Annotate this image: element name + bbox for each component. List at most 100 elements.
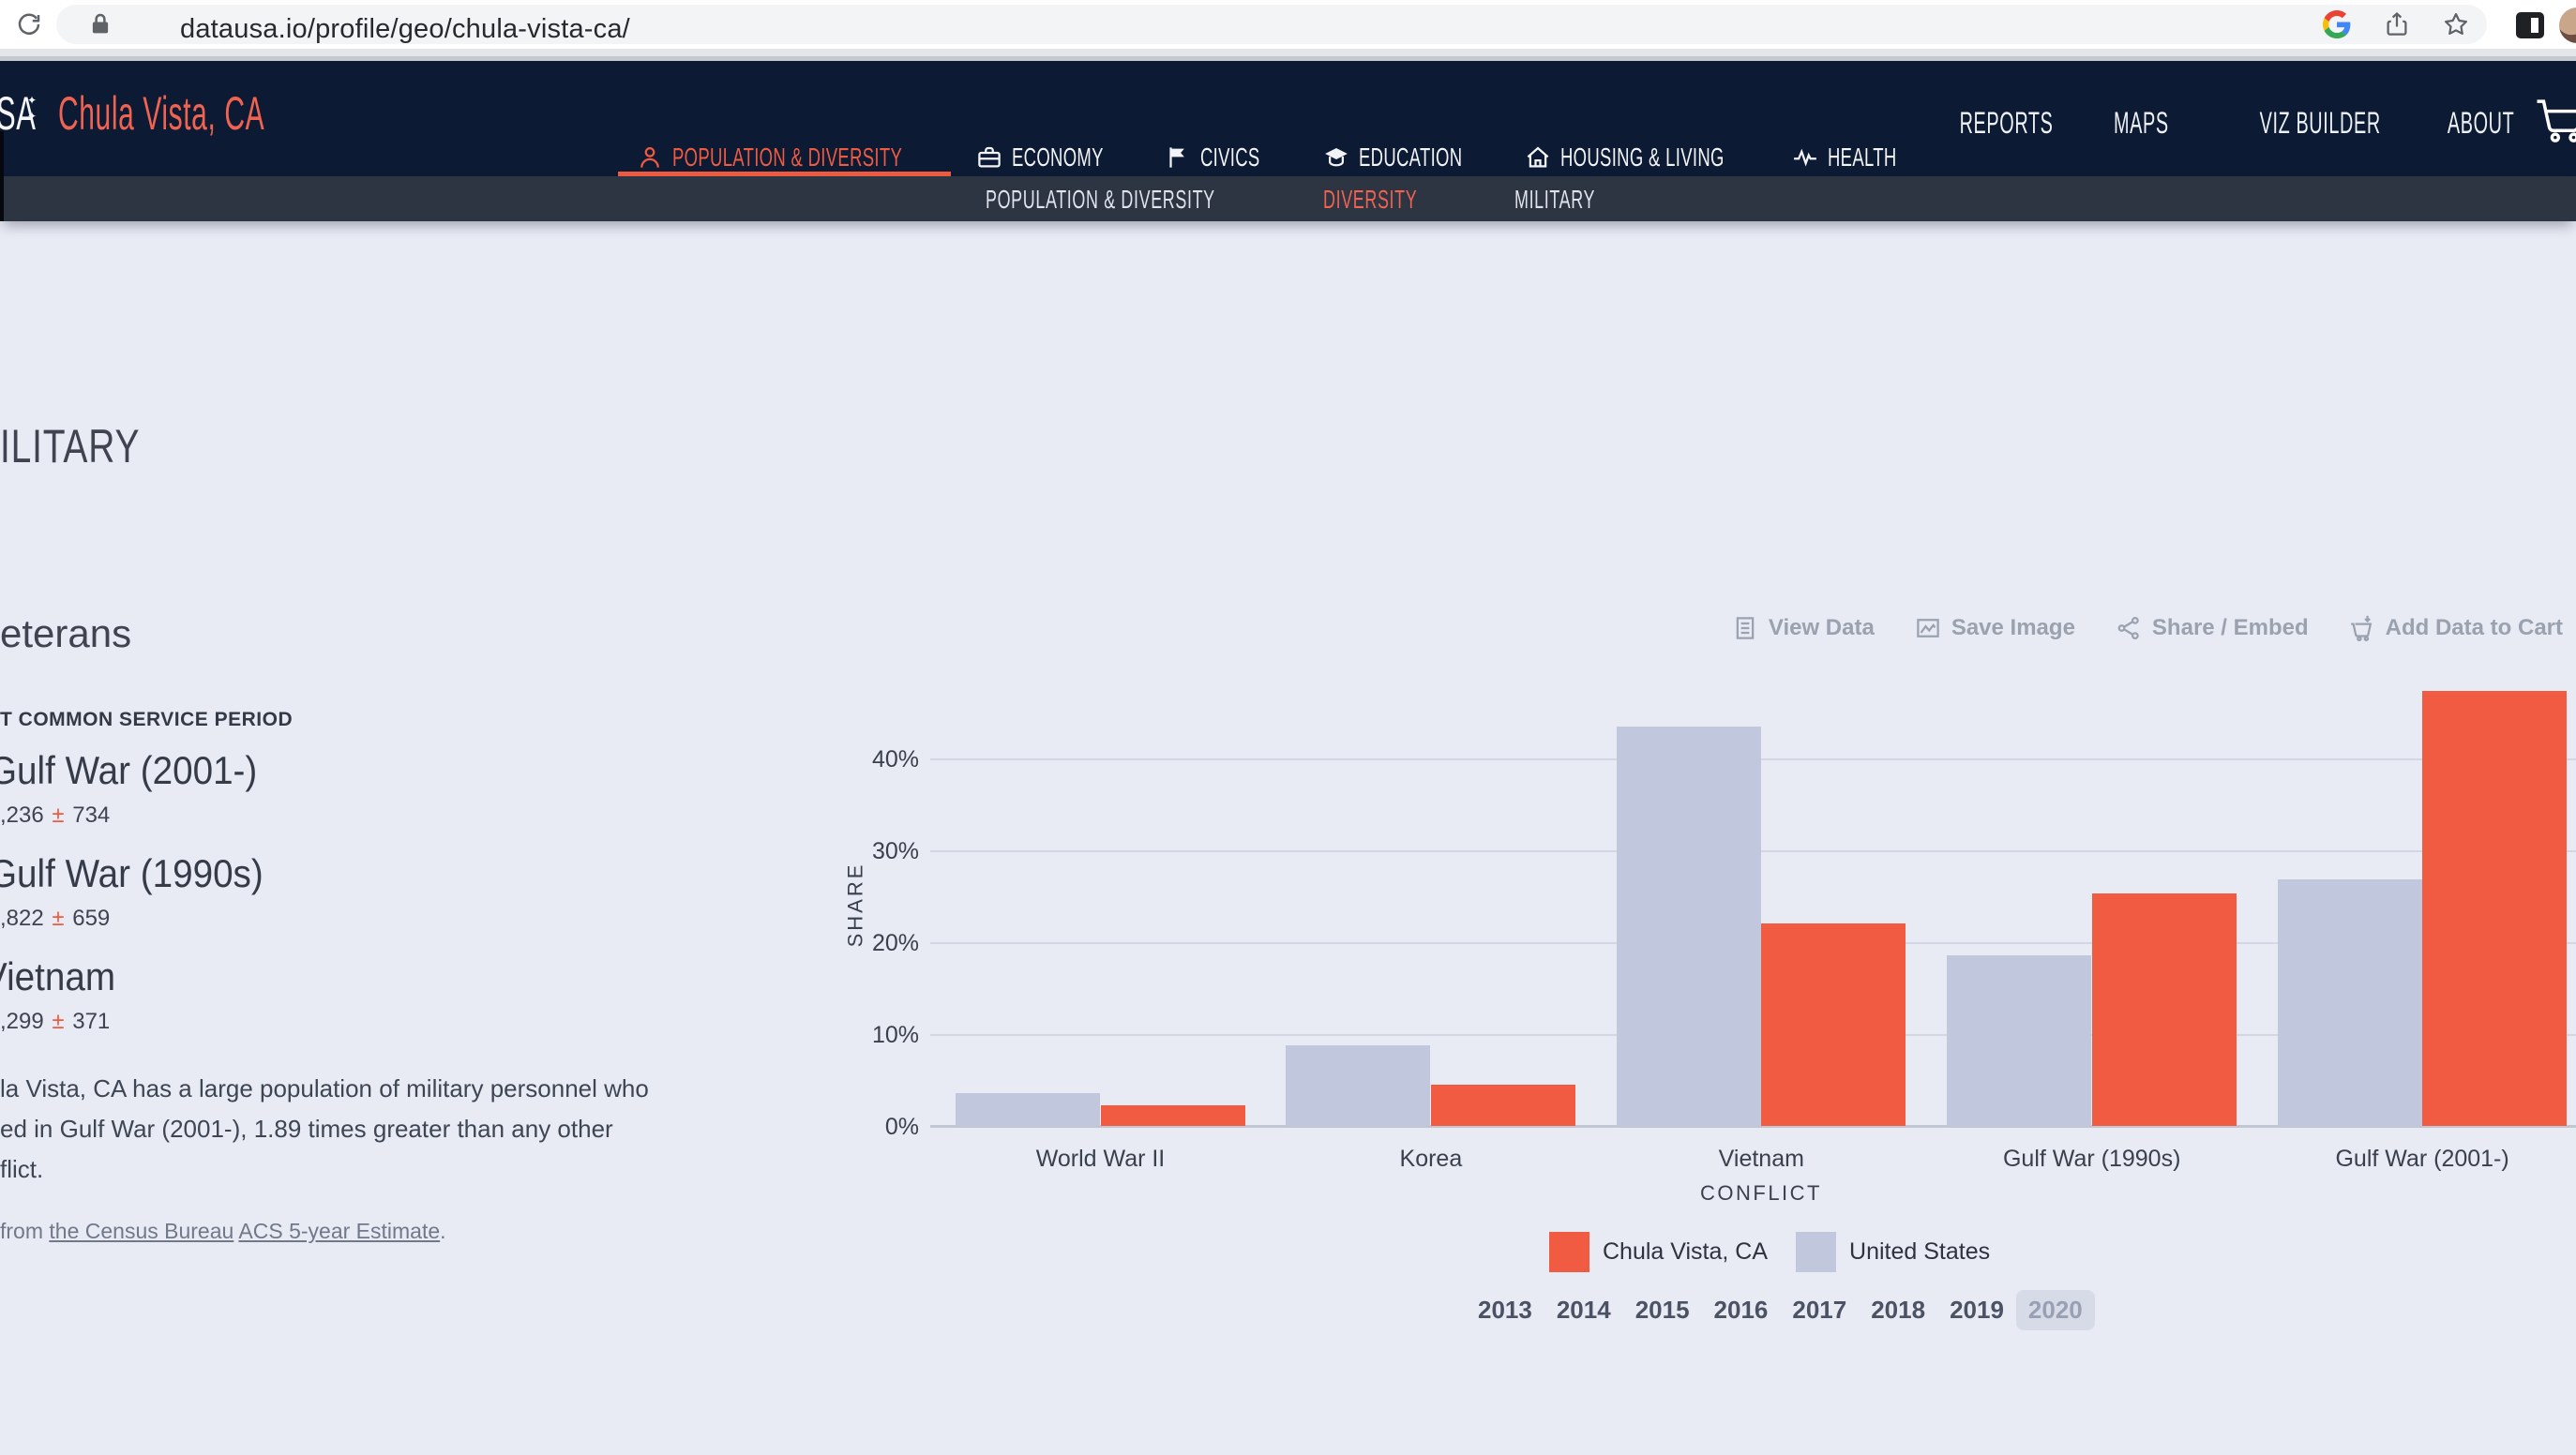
lock-icon: [86, 10, 114, 38]
x-category-label: World War II: [1035, 1146, 1166, 1172]
toolbar-add-data-to-cart[interactable]: Add Data to Cart: [2348, 614, 2563, 642]
year-button-2019[interactable]: 2019: [1950, 1296, 2004, 1324]
url-bar[interactable]: datausa.io/profile/geo/chula-vista-ca/: [56, 5, 2487, 44]
section-nav-label: EDUCATION: [1359, 142, 1463, 172]
x-category-label: Gulf War (1990s): [2002, 1146, 2181, 1172]
section-nav-label: HEALTH: [1828, 142, 1897, 172]
bar-chula-vista-ca-korea: [1430, 1084, 1575, 1126]
section-nav-housing-living[interactable]: HOUSING & LIVING: [1524, 142, 1809, 172]
bar-chart-plot: [930, 682, 2576, 1128]
stat-item: Vietnam ,299 ± 371: [0, 954, 127, 1035]
section-nav-label: CIVICS: [1200, 142, 1260, 172]
toolbar-share-embed[interactable]: Share / Embed: [2115, 614, 2309, 642]
graduation-cap-icon: [1325, 148, 1348, 167]
margin-of-error-icon[interactable]: ±: [52, 906, 65, 931]
section-nav-label: ECONOMY: [1012, 142, 1104, 172]
sub-nav-population-diversity[interactable]: POPULATION & DIVERSITY: [986, 185, 1215, 214]
browser-toolbar: datausa.io/profile/geo/chula-vista-ca/: [0, 0, 2576, 49]
share-upload-icon[interactable]: [2383, 10, 2411, 38]
x-axis-title: CONFLICT: [1700, 1181, 1822, 1205]
chart-toolbar: View Data Save Image Share / Embed Add Data…: [1731, 614, 2563, 642]
section-nav-label: HOUSING & LIVING: [1560, 142, 1725, 172]
cart-icon[interactable]: [2534, 94, 2576, 146]
datausa-logo-fragment[interactable]: SA: [0, 87, 37, 140]
logo-stars-icon: ✦ ✦: [27, 94, 38, 123]
active-tab-underline: [618, 172, 951, 177]
stat-item: Gulf War (2001-) ,236 ± 734: [0, 748, 280, 829]
view-data-icon: [1736, 617, 1755, 639]
section-nav-education[interactable]: EDUCATION: [1322, 142, 1515, 172]
legend-united-states[interactable]: United States: [1796, 1232, 1990, 1272]
sub-nav-diversity[interactable]: DIVERSITY: [1323, 185, 1418, 214]
stat-value: ,236 ± 734: [0, 802, 111, 828]
bar-chula-vista-ca-vietnam: [1761, 923, 1906, 1126]
main-nav-viz-builder[interactable]: VIZ BUILDER: [2259, 106, 2381, 140]
stat-title: Gulf War (1990s): [0, 851, 264, 895]
x-category-label: Korea: [1399, 1146, 1463, 1172]
page-top-edge: [0, 56, 2576, 61]
acs-estimate-link[interactable]: ACS 5-year Estimate: [238, 1219, 441, 1243]
year-button-2015[interactable]: 2015: [1634, 1296, 1690, 1324]
bar-united-states-gulf-war-2001-: [2277, 879, 2422, 1126]
sub-nav: POPULATION & DIVERSITY DIVERSITY MILITARY: [0, 176, 2576, 221]
bar-united-states-world-war-ii: [956, 1092, 1100, 1126]
section-heading-veterans: eterans: [0, 611, 132, 655]
summary-line: la Vista, CA has a large population of m…: [0, 1074, 649, 1102]
population-icon: [640, 146, 659, 168]
year-button-2014[interactable]: 2014: [1556, 1296, 1611, 1324]
chart-legend: Chula Vista, CA United States: [1549, 1232, 1990, 1272]
section-nav-health[interactable]: HEALTH: [1791, 142, 1932, 172]
legend-label: Chula Vista, CA: [1603, 1238, 1769, 1265]
legend-chula-vista-ca[interactable]: Chula Vista, CA: [1549, 1232, 1768, 1272]
toolbar-save-image[interactable]: Save Image: [1914, 614, 2075, 642]
source-prefix: from: [0, 1219, 50, 1243]
toolbar-view-data[interactable]: View Data: [1731, 614, 1875, 642]
bar-united-states-korea: [1286, 1044, 1431, 1126]
x-axis-line: [930, 1125, 2576, 1128]
avatar[interactable]: [2559, 8, 2576, 43]
stat-title: Vietnam: [0, 954, 116, 998]
legend-swatch: [1796, 1232, 1837, 1272]
stat-item: Gulf War (1990s) ,822 ± 659: [0, 851, 287, 932]
house-icon: [1527, 146, 1549, 168]
main-nav-about[interactable]: ABOUT: [2447, 106, 2515, 140]
bar-united-states-vietnam: [1616, 726, 1761, 1126]
briefcase-icon: [978, 146, 1001, 168]
sub-nav-military[interactable]: MILITARY: [1514, 185, 1596, 214]
data-source-line: from the Census Bureau ACS 5-year Estima…: [0, 1219, 446, 1243]
census-bureau-link[interactable]: the Census Bureau: [49, 1219, 234, 1243]
profile-title: Chula Vista, CA: [58, 87, 265, 140]
year-button-2020[interactable]: 2020: [2015, 1290, 2095, 1330]
toolbar-label: Share / Embed: [2151, 615, 2309, 640]
stat-group-label: T COMMON SERVICE PERIOD: [0, 709, 294, 730]
year-button-2018[interactable]: 2018: [1871, 1296, 1926, 1324]
stat-value: ,299 ± 371: [0, 1009, 111, 1034]
summary-line: flict.: [0, 1155, 44, 1183]
pulse-icon: [1794, 148, 1816, 167]
y-tick-label: 30%: [871, 838, 919, 864]
url-text[interactable]: datausa.io/profile/geo/chula-vista-ca/: [180, 14, 630, 44]
margin-of-error-icon[interactable]: ±: [52, 802, 65, 828]
toolbar-divider: [0, 49, 2576, 56]
year-button-2016[interactable]: 2016: [1713, 1296, 1769, 1324]
margin-of-error-icon[interactable]: ±: [52, 1009, 65, 1034]
site-header: SA ✦ ✦ Chula Vista, CA REPORTS MAPS VIZ BUI…: [0, 61, 2576, 177]
toolbar-label: Add Data to Cart: [2385, 615, 2563, 640]
legend-label: United States: [1849, 1238, 1991, 1265]
bar-united-states-gulf-war-1990s-: [1947, 954, 2092, 1126]
bookmark-star-icon[interactable]: [2442, 10, 2470, 38]
year-button-2017[interactable]: 2017: [1792, 1296, 1847, 1324]
main-nav-reports[interactable]: REPORTS: [1959, 106, 2054, 140]
section-nav-civics[interactable]: CIVICS: [1164, 142, 1290, 172]
year-selector: 2013 2014 2015 2016 2017 2018 2019 2020: [1466, 1290, 2095, 1330]
cart-arrow-icon: [2350, 615, 2372, 642]
reload-icon[interactable]: [15, 10, 43, 38]
save-image-icon: [1917, 619, 1939, 638]
year-button-2013[interactable]: 2013: [1478, 1296, 1532, 1324]
summary-line: ed in Gulf War (2001-), 1.89 times great…: [0, 1115, 613, 1143]
main-nav-maps[interactable]: MAPS: [2113, 106, 2169, 140]
bar-chula-vista-ca-gulf-war-1990s-: [2091, 893, 2237, 1126]
section-nav-population-diversity[interactable]: POPULATION & DIVERSITY: [636, 142, 1020, 172]
section-nav-economy[interactable]: ECONOMY: [975, 142, 1151, 172]
side-panel-icon[interactable]: [2516, 12, 2544, 38]
